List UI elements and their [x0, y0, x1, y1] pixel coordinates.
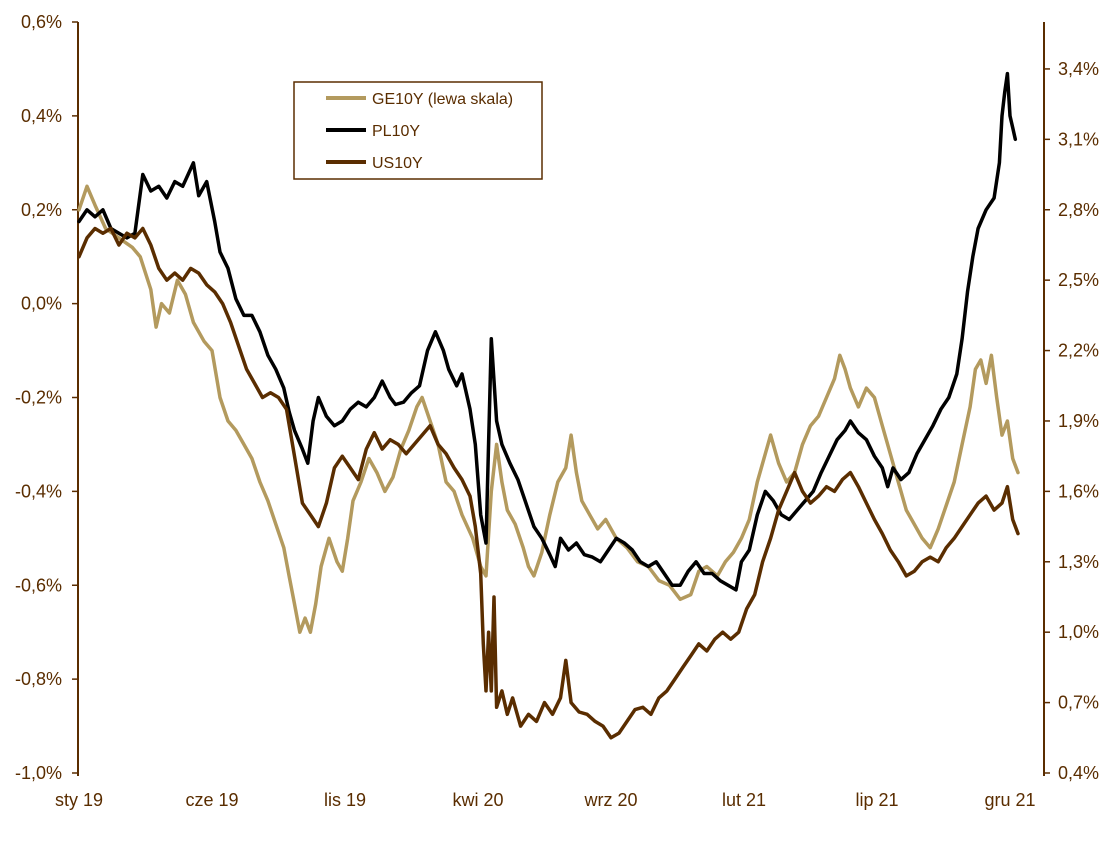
series-lines — [77, 71, 1020, 740]
right-y-tick-label: 0,7% — [1058, 693, 1099, 713]
left-y-tick-label: -0,6% — [15, 575, 62, 595]
series-line-ge10y — [77, 184, 1020, 634]
right-y-tick-label: 3,1% — [1058, 129, 1099, 149]
series-line-pl10y — [77, 71, 1018, 592]
right-y-tick-label: 2,5% — [1058, 270, 1099, 290]
left-y-tick-label: -1,0% — [15, 763, 62, 783]
legend: GE10Y (lewa skala) PL10Y US10Y — [293, 81, 543, 180]
left-y-tick-label: 0,0% — [21, 294, 62, 314]
series-line-us10y — [77, 226, 1020, 740]
right-y-tick-label: 1,0% — [1058, 622, 1099, 642]
legend-label-us10y: US10Y — [372, 155, 423, 172]
right-y-tick-label: 3,4% — [1058, 59, 1099, 79]
left-y-tick-label: -0,2% — [15, 388, 62, 408]
right-y-tick-label: 1,6% — [1058, 481, 1099, 501]
left-y-tick-label: 0,6% — [21, 12, 62, 32]
x-tick-label: sty 19 — [55, 790, 103, 810]
right-y-tick-label: 0,4% — [1058, 763, 1099, 783]
x-tick-label: kwi 20 — [452, 790, 503, 810]
legend-label-pl10y: PL10Y — [372, 123, 420, 140]
right-y-tick-label: 1,9% — [1058, 411, 1099, 431]
left-y-tick-label: -0,8% — [15, 669, 62, 689]
axes — [77, 22, 1045, 776]
left-y-tick-label: -0,4% — [15, 481, 62, 501]
x-tick-label: lis 19 — [324, 790, 366, 810]
right-y-tick-labels: 0,4% 0,7% 1,0% 1,3% 1,6% 1,9% 2,2% 2,5% 2,8% 3,1%… — [1044, 59, 1099, 783]
legend-label-ge10y: GE10Y (lewa skala) — [372, 91, 513, 108]
x-tick-label: lip 21 — [856, 790, 899, 810]
left-y-tick-label: 0,2% — [21, 200, 62, 220]
x-tick-labels: sty 19 cze 19 lis 19 kwi 20 wrz 20 lut 21 lip … — [55, 790, 1036, 810]
right-y-tick-label: 2,8% — [1058, 200, 1099, 220]
x-tick-label: gru 21 — [984, 790, 1035, 810]
x-tick-label: lut 21 — [722, 790, 766, 810]
left-y-tick-label: 0,4% — [21, 106, 62, 126]
right-y-tick-label: 2,2% — [1058, 341, 1099, 361]
x-tick-label: wrz 20 — [584, 790, 638, 810]
x-tick-label: cze 19 — [185, 790, 238, 810]
right-y-tick-label: 1,3% — [1058, 552, 1099, 572]
left-y-tick-labels: -1,0% -0,8% -0,6% -0,4% -0,2% 0,0% 0,2% 0,4% 0,6… — [15, 12, 78, 783]
